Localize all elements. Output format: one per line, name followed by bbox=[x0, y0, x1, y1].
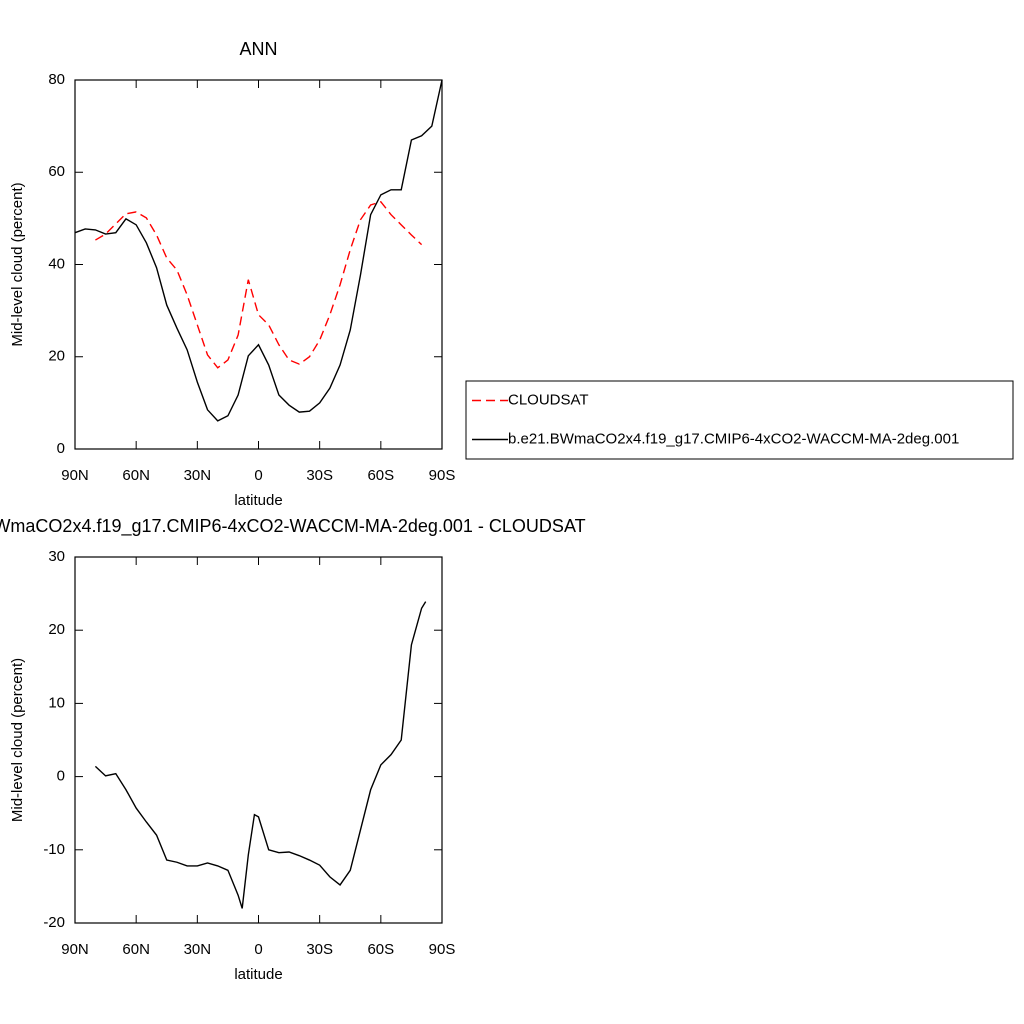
chart-title: ANN bbox=[239, 39, 277, 59]
y-tick-label: 20 bbox=[48, 348, 65, 365]
y-axis-label: Mid-level cloud (percent) bbox=[9, 658, 26, 822]
x-tick-label: 90N bbox=[61, 467, 89, 484]
data-line bbox=[95, 200, 423, 369]
y-tick-label: 20 bbox=[48, 621, 65, 638]
y-tick-label: 0 bbox=[57, 768, 65, 785]
x-tick-label: 90S bbox=[429, 467, 456, 484]
y-axis-label: Mid-level cloud (percent) bbox=[9, 182, 26, 346]
plot-frame bbox=[74, 79, 443, 450]
x-tick-label: 90N bbox=[61, 941, 89, 958]
chart-title: b.e21.BWmaCO2x4.f19_g17.CMIP6-4xCO2-WACC… bbox=[0, 516, 586, 537]
legend-label: b.e21.BWmaCO2x4.f19_g17.CMIP6-4xCO2-WACC… bbox=[508, 430, 959, 447]
x-tick-label: 30S bbox=[306, 467, 333, 484]
y-tick-label: -10 bbox=[43, 841, 65, 858]
plot-frame bbox=[74, 556, 443, 924]
x-tick-label: 60S bbox=[367, 941, 394, 958]
x-tick-label: 60S bbox=[367, 467, 394, 484]
x-axis-label: latitude bbox=[234, 492, 282, 509]
x-tick-label: 30N bbox=[184, 467, 212, 484]
y-tick-label: 0 bbox=[57, 440, 65, 457]
x-tick-label: 60N bbox=[122, 467, 150, 484]
y-tick-label: 30 bbox=[48, 548, 65, 565]
y-tick-label: 60 bbox=[48, 163, 65, 180]
x-tick-label: 30N bbox=[184, 941, 212, 958]
y-tick-label: 80 bbox=[48, 71, 65, 88]
y-tick-label: 10 bbox=[48, 694, 65, 711]
x-tick-label: 0 bbox=[254, 941, 262, 958]
x-tick-label: 90S bbox=[429, 941, 456, 958]
data-line bbox=[94, 601, 427, 909]
y-tick-label: 40 bbox=[48, 255, 65, 272]
x-axis-label: latitude bbox=[234, 966, 282, 983]
y-tick-label: -20 bbox=[43, 914, 65, 931]
x-tick-label: 30S bbox=[306, 941, 333, 958]
legend-label: CLOUDSAT bbox=[508, 391, 589, 408]
x-tick-label: 60N bbox=[122, 941, 150, 958]
legend-box bbox=[465, 380, 1014, 460]
x-tick-label: 0 bbox=[254, 467, 262, 484]
data-line bbox=[74, 79, 443, 422]
